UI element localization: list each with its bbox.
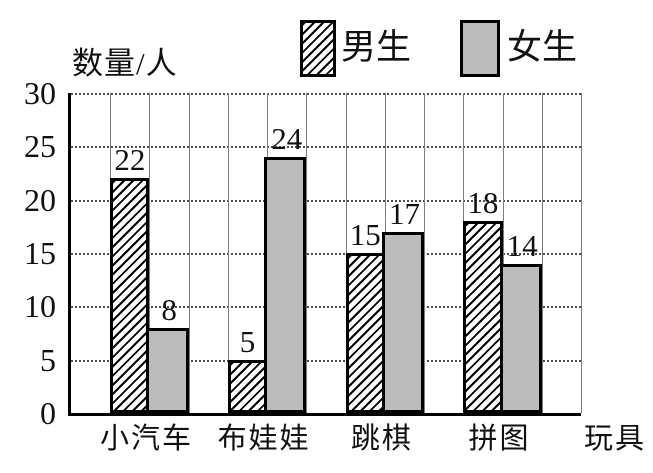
bar-value-男生-布娃娃: 5 [239,323,256,359]
gridline-col-4 [227,93,229,413]
gridline-y-30 [71,93,581,95]
gridline-col-6 [306,93,308,413]
bar-value-女生-布娃娃: 24 [271,121,303,156]
gridline-col-12 [541,93,543,413]
bar-男生-布娃娃 [227,359,268,413]
bar-value-女生-跳棋: 17 [388,195,420,231]
gridline-col-9 [424,93,426,413]
y-axis-title: 数量/人 [72,46,178,81]
bar-女生-跳棋 [381,231,425,413]
gridline-col-11 [502,93,504,413]
bar-value-男生-小汽车: 22 [114,142,146,178]
legend-label-boys: 男生 [341,28,412,67]
bar-男生-拼图 [463,221,503,413]
gridline-col-13 [581,93,582,413]
gridline-y-15 [71,253,581,255]
legend-label-girls: 女生 [507,28,578,67]
legend-swatch-boys-hatched [300,20,336,77]
gridline-y-10 [71,306,581,309]
y-tick-label-20: 20 [24,181,56,218]
plot-area: 22 8 5 24 15 17 18 14 [68,93,582,416]
gridline-y-20 [71,199,581,202]
bar-男生-小汽车 [110,178,150,413]
bar-男生-跳棋 [345,253,385,413]
y-tick-label-0: 0 [40,395,56,431]
x-category-label-拼图: 拼图 [468,423,531,455]
gridline-y-5 [71,359,581,362]
bar-女生-拼图 [499,263,542,413]
x-axis-unit-label: 玩具 [584,423,647,455]
bar-value-女生-拼图: 14 [506,227,538,263]
gridline-col-2 [149,93,151,413]
x-category-label-小汽车: 小汽车 [99,423,193,455]
gridline-y-25 [71,146,581,149]
y-tick-label-5: 5 [40,341,56,378]
legend-swatch-girls-gray [460,20,500,77]
y-tick-label-30: 30 [24,75,56,111]
bar-女生-小汽车 [146,327,189,413]
bar-女生-布娃娃 [264,157,307,413]
gridline-col-3 [188,93,190,413]
y-tick-label-15: 15 [24,235,56,271]
y-tick-label-25: 25 [24,128,56,165]
bar-value-女生-小汽车: 8 [161,291,177,327]
x-category-label-布娃娃: 布娃娃 [217,423,311,455]
y-tick-label-10: 10 [24,288,56,325]
bar-value-男生-跳棋: 15 [349,217,381,252]
bar-value-男生-拼图: 18 [467,185,499,220]
x-category-label-跳棋: 跳棋 [350,423,413,455]
